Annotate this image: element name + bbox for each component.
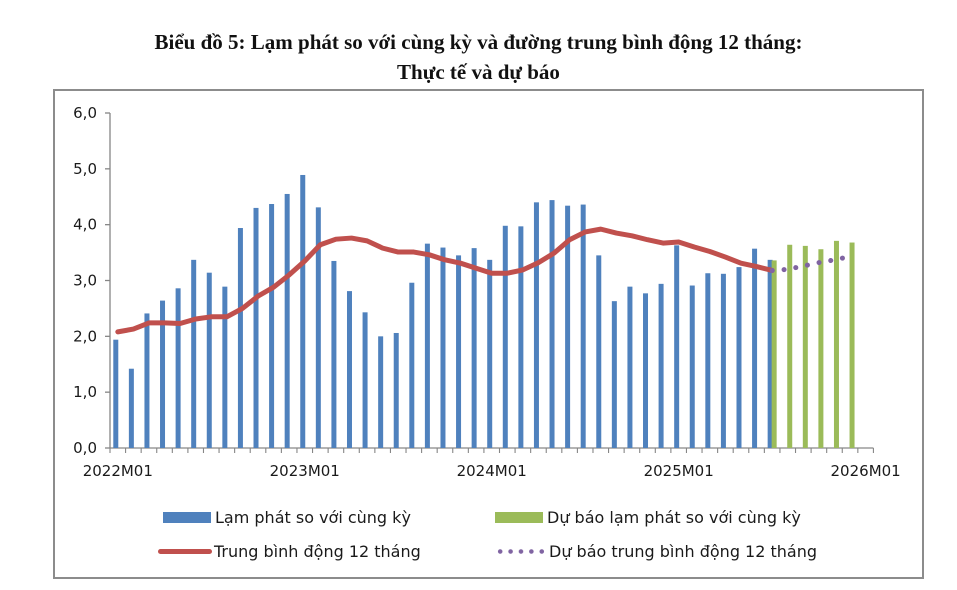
actual-bar <box>113 339 119 448</box>
dotted-line-swatch-icon <box>495 549 547 554</box>
actual-bar <box>658 283 664 448</box>
y-tick-label: 5,0 <box>73 160 97 178</box>
actual-bar <box>720 273 726 448</box>
actual-bar <box>627 286 633 448</box>
legend-item-forecast-ma: Dự báo trung bình động 12 tháng <box>495 542 817 561</box>
actual-bar <box>767 259 773 448</box>
actual-bar <box>315 207 321 448</box>
actual-bar <box>191 259 197 448</box>
actual-bar <box>160 300 166 448</box>
actual-bar <box>752 248 758 448</box>
actual-bar <box>471 248 477 448</box>
actual-bar <box>611 301 617 448</box>
green-bar-swatch-icon <box>495 512 543 523</box>
actual-bar <box>689 285 695 448</box>
actual-bar <box>565 205 571 448</box>
x-tick-label: 2024M01 <box>457 462 527 480</box>
legend-item-actual: Lạm phát so với cùng kỳ <box>163 508 411 527</box>
actual-bar <box>175 288 181 448</box>
actual-bar <box>253 207 259 448</box>
actual-bar <box>206 272 212 448</box>
blue-bar-swatch-icon <box>163 512 211 523</box>
forecast-bar <box>802 245 808 448</box>
actual-bar <box>378 336 384 448</box>
actual-bar <box>705 273 711 448</box>
actual-bar <box>549 200 555 448</box>
chart-frame <box>53 89 924 579</box>
actual-bar <box>362 312 368 448</box>
forecast-bar <box>833 240 839 448</box>
x-tick-label: 2022M01 <box>83 462 153 480</box>
y-tick-label: 0,0 <box>73 439 97 457</box>
forecast-bar <box>771 260 777 448</box>
actual-bar <box>674 245 680 448</box>
chart-title-line-2: Thực tế và dự báo <box>397 60 560 84</box>
actual-bar <box>331 260 337 448</box>
actual-bar <box>393 332 399 448</box>
y-tick-label: 1,0 <box>73 383 97 401</box>
legend-label-ma: Trung bình động 12 tháng <box>214 542 421 561</box>
y-tick-label: 3,0 <box>73 272 97 290</box>
actual-bar <box>456 255 462 448</box>
actual-bar <box>487 259 493 448</box>
legend-label-actual: Lạm phát so với cùng kỳ <box>215 508 411 527</box>
moving-average-line <box>115 226 775 335</box>
x-tick-label: 2023M01 <box>270 462 340 480</box>
actual-bar <box>144 313 150 448</box>
actual-bar <box>440 247 446 448</box>
actual-bar <box>596 255 602 448</box>
actual-bar <box>128 368 134 448</box>
red-line-swatch-icon <box>158 549 212 554</box>
actual-bar <box>300 174 306 448</box>
x-tick-label: 2026M01 <box>831 462 901 480</box>
y-tick-label: 2,0 <box>73 327 97 345</box>
actual-bar <box>409 282 415 448</box>
legend-item-forecast-bar: Dự báo lạm phát so với cùng kỳ <box>495 508 801 527</box>
actual-bar <box>237 228 243 448</box>
forecast-bar <box>787 244 793 448</box>
y-tick-label: 6,0 <box>73 104 97 122</box>
legend-item-ma: Trung bình động 12 tháng <box>158 542 421 561</box>
legend-label-forecast-ma: Dự báo trung bình động 12 tháng <box>549 542 818 561</box>
actual-bar <box>533 202 539 448</box>
chart-title-line-1: Biểu đồ 5: Lạm phát so với cùng kỳ và đư… <box>154 30 803 54</box>
actual-bar <box>222 286 228 448</box>
actual-bar <box>502 225 508 448</box>
forecast-bar <box>849 242 855 448</box>
actual-bar <box>518 226 524 448</box>
forecast-bar <box>818 249 824 448</box>
legend-label-forecast-bar: Dự báo lạm phát so với cùng kỳ <box>547 508 801 527</box>
actual-bar <box>284 193 290 448</box>
forecast-moving-average-line <box>769 253 853 273</box>
actual-bar <box>643 293 649 448</box>
actual-bar <box>269 204 275 448</box>
x-tick-label: 2025M01 <box>644 462 714 480</box>
actual-bar <box>424 243 430 448</box>
actual-bar <box>580 204 586 448</box>
y-tick-label: 4,0 <box>73 216 97 234</box>
actual-bar <box>736 267 742 448</box>
actual-bar <box>346 291 352 448</box>
